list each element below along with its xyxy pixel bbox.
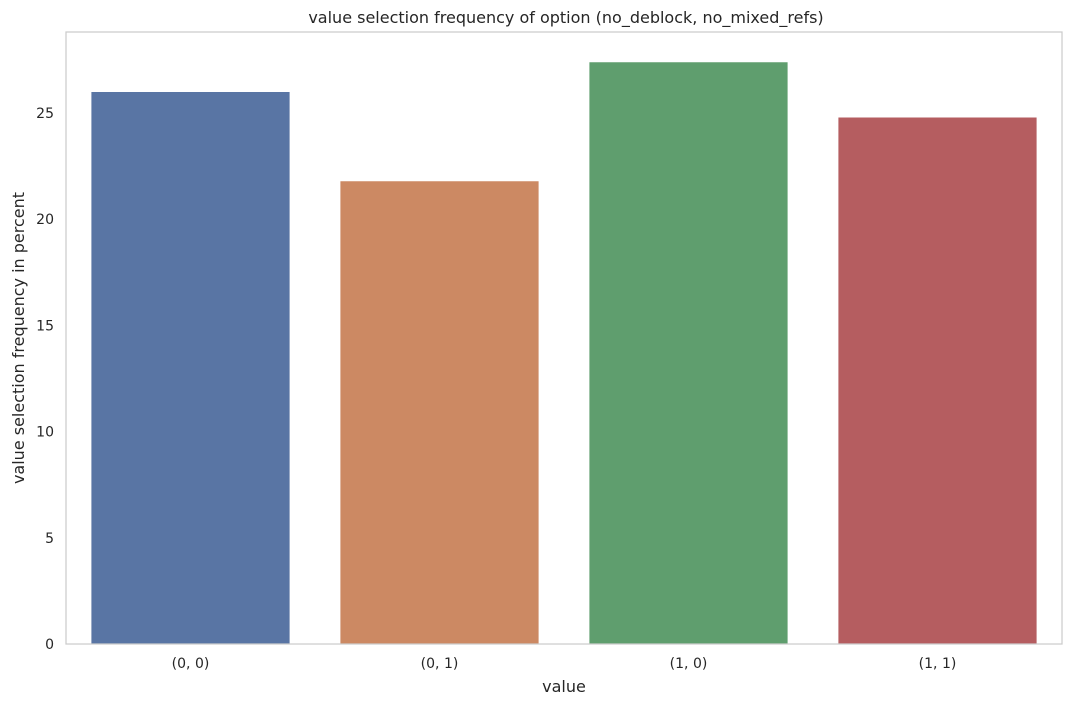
- y-tick-label: 20: [36, 212, 54, 228]
- y-axis-label: value selection frequency in percent: [9, 192, 28, 484]
- chart-title: value selection frequency of option (no_…: [308, 8, 823, 28]
- y-axis-ticks: 0 5 10 15 20 25: [36, 106, 54, 653]
- y-tick-label: 5: [45, 531, 54, 547]
- plot-frame: [65, 31, 1063, 645]
- bar-3: [837, 116, 1038, 645]
- y-tick-label: 15: [36, 318, 54, 334]
- bar-1: [339, 180, 540, 645]
- bar-2: [588, 61, 789, 645]
- x-axis-label: value: [542, 677, 586, 696]
- x-axis-ticks: (0, 0) (0, 1) (1, 0) (1, 1): [172, 656, 957, 672]
- y-tick-label: 25: [36, 106, 54, 122]
- bar-0: [90, 91, 291, 645]
- x-tick-label: (0, 0): [172, 656, 210, 672]
- y-tick-label: 10: [36, 425, 54, 441]
- x-tick-label: (0, 1): [421, 656, 459, 672]
- x-tick-label: (1, 1): [919, 656, 957, 672]
- bars-group: [90, 61, 1038, 645]
- y-tick-label: 0: [45, 637, 54, 653]
- x-tick-label: (1, 0): [670, 656, 708, 672]
